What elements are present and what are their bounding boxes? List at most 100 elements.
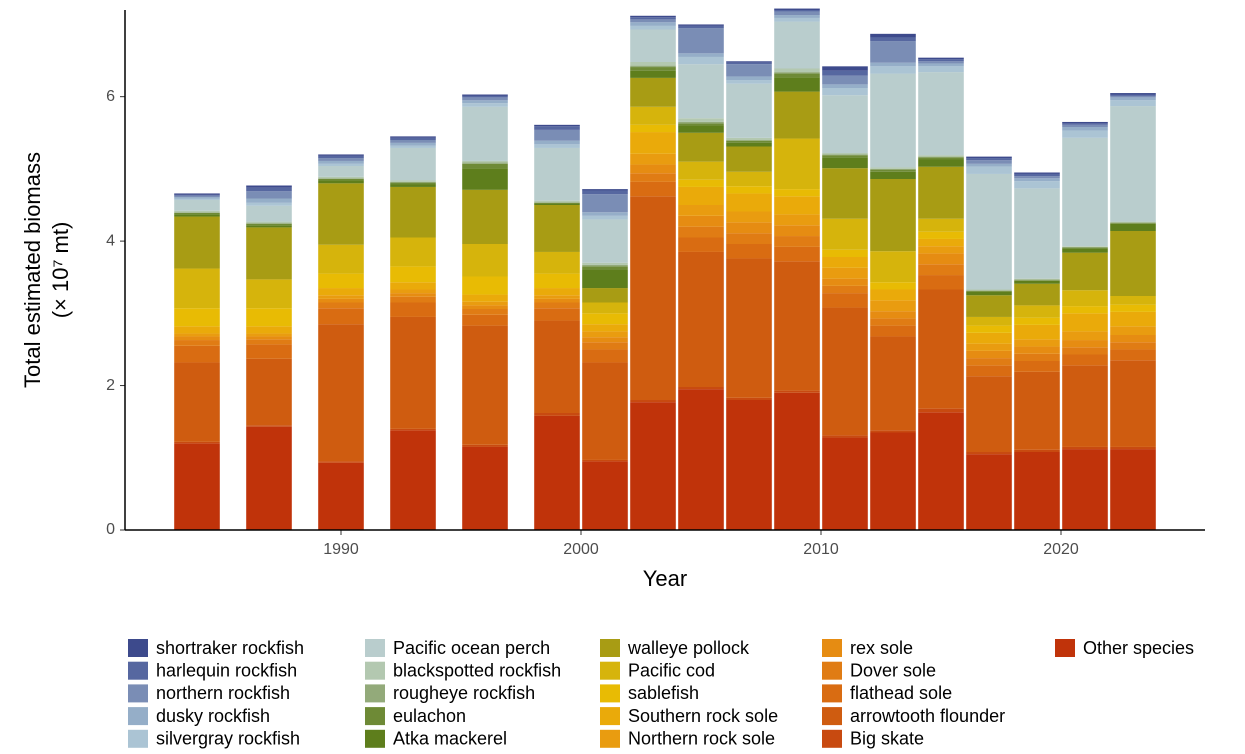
bar-segment [246,202,292,206]
bar-segment [822,437,868,530]
bar-segment [246,326,292,334]
bar-segment [582,362,628,460]
bar-segment [1014,278,1060,280]
bar-segment [534,126,580,130]
y-axis-title: (× 10⁷ mt) [48,222,73,319]
bar-segment [774,236,820,247]
bar-segment [678,125,724,133]
bar-segment [318,461,364,463]
bar-segment [1110,100,1156,107]
bar-segment [390,282,436,290]
bar-segment [726,140,772,143]
bar-segment [462,244,508,277]
bar-segment [966,454,1012,530]
bar-segment [966,332,1012,344]
bar-segment [870,336,916,431]
bar-segment [1062,365,1108,447]
bar-segment [174,212,220,215]
bar-segment [534,295,580,299]
bar-segment [966,325,1012,333]
bar-segment [390,182,436,185]
bar-segment [870,325,916,337]
bar-segment [630,173,676,182]
bar-segment [582,337,628,343]
bar-segment [390,145,436,148]
bar-segment [534,147,580,201]
legend-swatch [600,684,620,703]
bar-segment [918,59,964,62]
bar-segment [318,176,364,179]
legend-swatch [822,707,842,726]
bar-segment [582,190,628,195]
bar-segment [1014,324,1060,340]
bar-segment [918,408,964,413]
bar-segment [174,212,220,213]
bar-segment [1110,106,1156,222]
bar-segment [822,293,868,308]
bar-segment [1062,340,1108,348]
bar-segment [462,301,508,306]
bar-segment [726,397,772,400]
legend-swatch [128,684,148,703]
bar-segment [1062,246,1108,248]
bar-segment [318,178,364,179]
bar-segment [174,194,220,196]
bar-segment [870,432,916,530]
bar-segment [582,189,628,191]
bar-segment [582,194,628,213]
bar-segment [774,196,820,215]
bar-segment [1062,246,1108,247]
bar-segment [462,162,508,164]
bar-segment [630,164,676,174]
bar-segment [1110,449,1156,530]
legend-swatch [1055,639,1075,657]
bar-segment [582,266,628,270]
bar-segment [678,387,724,390]
legend-label: arrowtooth flounder [850,706,1005,726]
bar-segment [390,142,436,146]
bar-segment [174,198,220,200]
bar-segment [1110,221,1156,223]
bar-segment [918,61,964,64]
bar-segment [1062,290,1108,307]
bar-segment [918,218,964,232]
legend-swatch [365,661,385,680]
bar-segment [726,137,772,140]
bar-segment [246,333,292,337]
bar-segment [462,189,508,244]
bar-segment [822,307,868,436]
bar-segment [1014,449,1060,452]
bar-segment [534,273,580,289]
bar-segment [174,214,220,217]
legend-swatch [365,707,385,726]
x-tick-label: 2010 [803,541,839,558]
bar-segment [678,123,724,126]
bar-segment [534,415,580,530]
bar-segment [390,137,436,140]
bar-segment [870,168,916,170]
bar-segment [534,140,580,145]
bar-segment [534,202,580,204]
bar-segment [774,17,820,22]
bar-segment [318,179,364,181]
bar-segment [582,324,628,332]
bar-segment [966,173,1012,290]
bar-segment [246,198,292,203]
bar-segment [246,339,292,345]
bar-segment [1110,326,1156,335]
legend-swatch [822,729,842,748]
bar-segment [174,441,220,444]
legend-label: silvergray rockfish [156,729,300,749]
bar-segment [174,195,220,198]
bar-segment [1014,346,1060,354]
bar-segment [630,196,676,400]
bar-segment [870,33,916,38]
bar-segment [774,21,820,69]
bar-segment [1014,178,1060,182]
bar-segment [462,446,508,530]
bar-segment [318,298,364,303]
bar-segment [246,191,292,199]
bar-segment [318,288,364,296]
bar-segment [726,244,772,259]
legend-label: Big skate [850,729,924,749]
